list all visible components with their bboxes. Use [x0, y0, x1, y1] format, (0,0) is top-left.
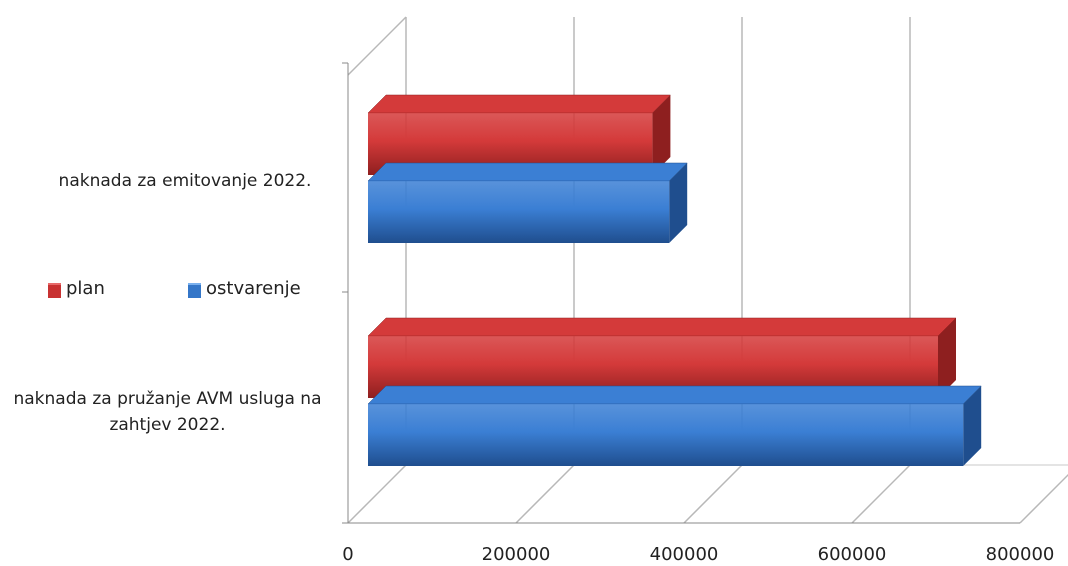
x-tick-label: 400000: [650, 544, 719, 565]
x-tick-label: 200000: [482, 544, 551, 565]
bar-ostvarenje: [368, 181, 670, 243]
category-label-emitovanje: naknada za emitovanje 2022.: [58, 171, 312, 191]
x-tick-label: 600000: [818, 544, 887, 565]
gridline-floor: [347, 464, 407, 524]
gridline-floor: [515, 464, 575, 524]
bar-side-plan: [652, 95, 671, 175]
gridline-floor: [683, 464, 743, 524]
bar-top-plan: [367, 317, 957, 337]
category-label-avm: naknada za pružanje AVM usluga na zahtje…: [13, 389, 322, 435]
legend-swatch-ostvarenje: [188, 283, 201, 298]
bar-side-ostvarenje: [963, 386, 982, 466]
legend-label-plan: plan: [66, 278, 105, 299]
wall-top-edge: [347, 16, 407, 76]
gridline-floor: [1019, 473, 1068, 524]
legend-label-ostvarenje: ostvarenje: [206, 278, 301, 299]
bar-side-plan: [938, 318, 956, 398]
bar-ostvarenje: [368, 404, 964, 466]
x-tick-label: 800000: [986, 544, 1055, 565]
bar-side-ostvarenje: [669, 163, 688, 243]
bar-top-ostvarenje: [367, 162, 688, 182]
gridline-floor: [851, 464, 911, 524]
bar-top-plan: [367, 94, 672, 114]
legend-swatch-plan: [48, 283, 61, 298]
x-tick-label: 0: [342, 544, 353, 565]
bar-top-ostvarenje: [367, 385, 982, 405]
